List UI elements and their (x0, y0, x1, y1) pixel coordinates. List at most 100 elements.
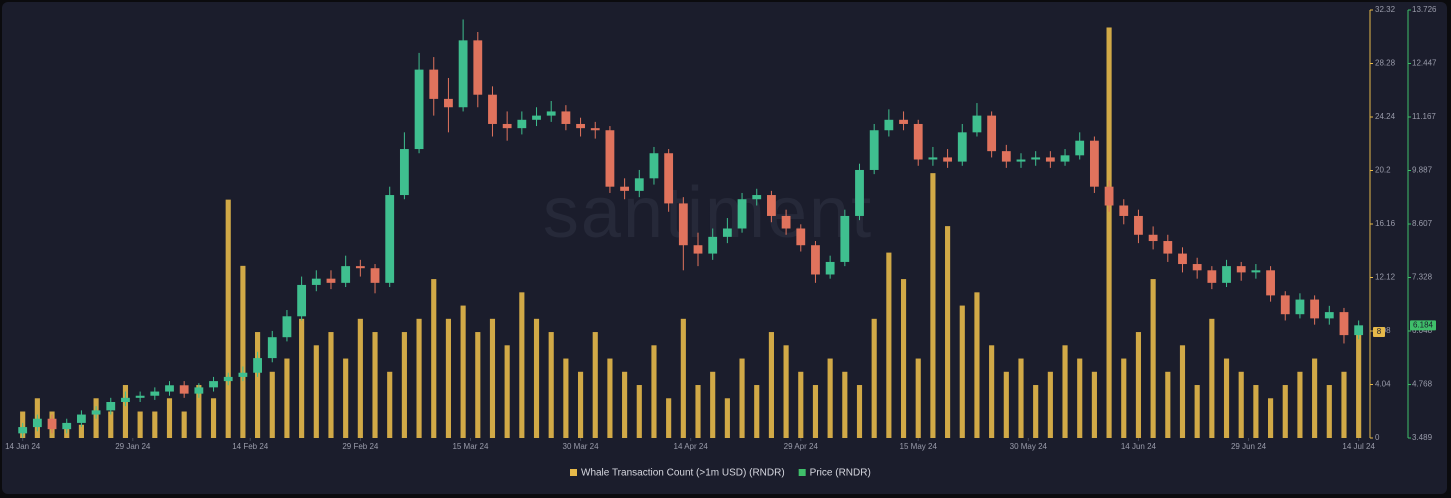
candle-body (150, 391, 160, 396)
candle-body (1310, 299, 1320, 319)
bar (695, 385, 701, 438)
bar (401, 332, 407, 438)
bar (284, 358, 290, 438)
bar (1091, 371, 1097, 438)
bar (607, 358, 613, 438)
candle-body (1163, 241, 1173, 254)
candle-body (517, 119, 527, 129)
bar (577, 371, 584, 438)
candle-body (590, 128, 600, 131)
bar (710, 371, 716, 438)
candle-body (1192, 264, 1202, 271)
candle-body (1236, 266, 1246, 273)
candle-body (1324, 312, 1334, 319)
candle-body (62, 422, 72, 430)
candle-body (1266, 270, 1275, 296)
bar (945, 226, 951, 438)
x-tick-label: 15 Mar 24 (452, 442, 489, 451)
candle-body (532, 115, 541, 120)
legend-swatch (570, 469, 577, 476)
candle-body (414, 69, 424, 150)
x-tick-label: 29 Jun 24 (1231, 442, 1267, 451)
candle-body (223, 376, 233, 382)
x-tick-label: 29 Apr 24 (784, 442, 819, 451)
bar (299, 318, 305, 438)
bar (754, 385, 760, 438)
candle-body (106, 402, 116, 411)
candle-body (267, 337, 277, 359)
bar (1165, 371, 1171, 438)
bar (387, 371, 393, 438)
bar (1341, 371, 1347, 438)
y2-tick-label: 13.726 (1412, 5, 1437, 14)
bar (240, 265, 246, 438)
y-tick-label: 0 (1375, 433, 1380, 442)
candle-body (1016, 159, 1026, 162)
candle-body (1060, 155, 1070, 162)
candle-body (18, 427, 28, 434)
last-value-label: 8 (1377, 327, 1382, 336)
candle-body (1354, 325, 1364, 336)
legend-label: Whale Transaction Count (>1m USD) (RNDR) (581, 468, 785, 479)
bar (1179, 345, 1186, 438)
candle-body (1045, 157, 1055, 162)
y2-tick-label: 4.768 (1412, 380, 1433, 389)
y2-tick-label: 7.328 (1412, 273, 1433, 282)
y2-tick-label: 3.489 (1412, 433, 1433, 442)
bar (1047, 371, 1053, 438)
bar (210, 398, 217, 438)
x-tick-label: 14 Apr 24 (674, 442, 709, 451)
last-value-badge (1373, 327, 1385, 338)
candle-body (1339, 312, 1349, 336)
candle-body (429, 69, 439, 99)
candle-body (32, 418, 42, 428)
bar (357, 318, 363, 438)
candle-body (855, 169, 864, 216)
y2-tick-label: 6.048 (1412, 326, 1433, 335)
candle-body (1295, 299, 1305, 315)
bar (724, 398, 730, 438)
y-tick-label: 4.04 (1375, 380, 1391, 389)
bar (563, 358, 569, 438)
bar (196, 385, 202, 438)
x-tick-label: 30 Mar 24 (563, 442, 600, 451)
bar (1033, 385, 1039, 438)
bar (533, 318, 540, 438)
bar (915, 358, 921, 438)
x-tick-label: 14 Jun 24 (1121, 442, 1157, 451)
candle-body (121, 397, 130, 403)
bar (1282, 385, 1288, 438)
bar (475, 332, 481, 438)
bar (1018, 358, 1024, 438)
candle-body (840, 215, 850, 262)
y2-tick-label: 12.447 (1412, 59, 1437, 68)
candle-body (488, 94, 497, 124)
candle-body (502, 123, 512, 129)
candle-body (297, 284, 307, 317)
candle-body (722, 228, 732, 237)
bar (1150, 279, 1156, 438)
candle-body (1134, 215, 1143, 235)
candle-body (546, 111, 556, 116)
last-value-label: 6.184 (1413, 320, 1434, 329)
candle-body (47, 418, 57, 430)
bar (622, 371, 628, 438)
candle-body (1104, 186, 1114, 206)
bar (768, 332, 774, 438)
bar (1003, 371, 1009, 438)
bar (1238, 371, 1244, 438)
candle-body (561, 111, 571, 124)
bar (343, 358, 349, 438)
x-tick-label: 14 Feb 24 (232, 442, 269, 451)
y-tick-label: 24.24 (1375, 112, 1396, 121)
bar (1268, 398, 1274, 438)
candle-body (634, 178, 644, 191)
bar (636, 385, 642, 438)
candle-body (370, 268, 380, 283)
bar (181, 411, 187, 438)
bar (783, 345, 789, 438)
candle-body (605, 130, 615, 187)
candle-body (179, 385, 189, 394)
candle-body (399, 149, 409, 196)
candle-body (355, 266, 365, 269)
